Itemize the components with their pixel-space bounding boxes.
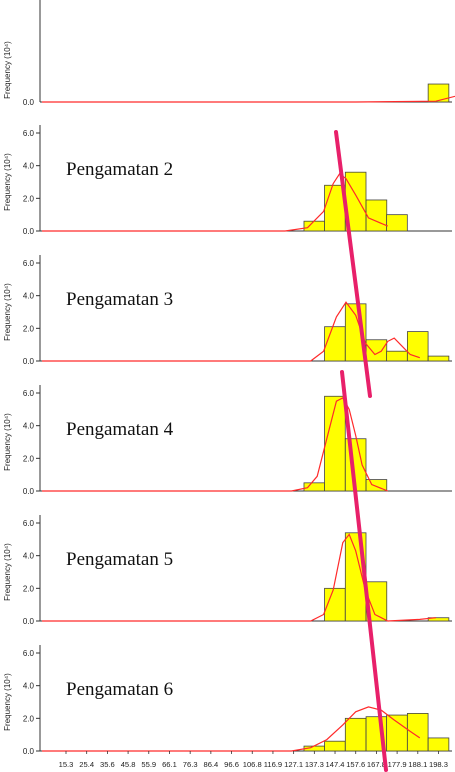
panel-title: Pengamatan 6 xyxy=(66,679,173,700)
bar xyxy=(406,331,429,362)
y-tick-label: 0.0 xyxy=(23,98,35,107)
y-tick-label: 0.0 xyxy=(23,487,35,496)
x-tick-label: 15.3 xyxy=(59,760,74,769)
y-tick-label: 4.0 xyxy=(23,422,35,431)
y-axis-label: Frequency (10⁴) xyxy=(3,153,12,211)
x-tick-label: 76.3 xyxy=(183,760,198,769)
y-tick-label: 4.0 xyxy=(23,682,35,691)
bar xyxy=(324,740,346,752)
y-tick-label: 6.0 xyxy=(23,649,35,658)
trend-line-upper xyxy=(334,130,372,398)
distribution-curve xyxy=(42,95,455,103)
y-tick-label: 0.0 xyxy=(23,357,35,366)
distribution-curve xyxy=(42,172,388,232)
distribution-curve xyxy=(42,533,436,622)
y-tick-label: 6.0 xyxy=(23,129,35,138)
distribution-curve xyxy=(42,706,421,752)
panel-3: 0.0 2.0 4.0 6.0 Frequency (10⁴) Pengamatan 3 xyxy=(3,255,452,366)
bar xyxy=(427,83,450,103)
panel-4: 0.0 2.0 4.0 6.0 Frequency (10⁴) Pengamatan 4 xyxy=(3,385,452,496)
bar xyxy=(427,617,450,622)
y-tick-label: 6.0 xyxy=(23,519,35,528)
y-tick-label: 0.0 xyxy=(23,747,35,756)
y-axis-label: Frequency (10⁴) xyxy=(3,543,12,601)
y-tick-label: 6.0 xyxy=(23,259,35,268)
x-tick-label: 188.1 xyxy=(408,760,427,769)
bar xyxy=(344,717,367,752)
x-tick-label: 35.6 xyxy=(100,760,115,769)
x-tick-label: 127.1 xyxy=(284,760,303,769)
bar xyxy=(324,395,346,492)
x-tick-label: 177.9 xyxy=(388,760,407,769)
x-tick-label: 86.4 xyxy=(203,760,218,769)
bar xyxy=(386,714,408,752)
panel-title: Pengamatan 4 xyxy=(66,419,174,440)
bar xyxy=(427,737,450,752)
trend-line-lower xyxy=(340,370,388,772)
y-axis-label: Frequency (10⁴) xyxy=(3,41,12,99)
x-tick-label: 116.9 xyxy=(264,760,282,769)
bar xyxy=(365,199,388,232)
y-tick-label: 0.0 xyxy=(23,227,35,236)
panel-6: 0.0 2.0 4.0 6.0 Frequency (10⁴) Pengamatan 6 1… xyxy=(3,645,452,769)
bar xyxy=(386,350,408,362)
y-tick-label: 6.0 xyxy=(23,389,35,398)
x-tick-label: 137.3 xyxy=(305,760,324,769)
x-tick-label: 198.3 xyxy=(429,760,448,769)
y-tick-label: 4.0 xyxy=(23,552,35,561)
bar xyxy=(365,339,388,362)
bar xyxy=(427,355,450,362)
x-tick-label: 96.6 xyxy=(224,760,239,769)
x-tick-label: 157.6 xyxy=(346,760,365,769)
x-tick-label: 167.8 xyxy=(367,760,386,769)
panel-1: 0.0 Frequency (10⁴) xyxy=(3,0,455,107)
bar xyxy=(303,220,326,232)
y-tick-label: 2.0 xyxy=(23,194,35,203)
y-axis-label: Frequency (10⁴) xyxy=(3,413,12,471)
y-axis-label: Frequency (10⁴) xyxy=(3,283,12,341)
y-tick-label: 4.0 xyxy=(23,162,35,171)
bar xyxy=(324,326,346,362)
y-tick-label: 2.0 xyxy=(23,584,35,593)
bar xyxy=(365,479,388,492)
y-tick-label: 4.0 xyxy=(23,292,35,301)
panel-title: Pengamatan 2 xyxy=(66,159,173,180)
x-tick-label: 45.8 xyxy=(121,760,136,769)
panel-title: Pengamatan 3 xyxy=(66,289,173,310)
y-tick-label: 2.0 xyxy=(23,454,35,463)
x-tick-label: 66.1 xyxy=(162,760,177,769)
x-tick-label: 147.4 xyxy=(326,760,345,769)
distribution-curve xyxy=(42,301,420,362)
bar xyxy=(386,214,408,232)
y-tick-label: 2.0 xyxy=(23,324,35,333)
y-tick-label: 0.0 xyxy=(23,617,35,626)
x-tick-label: 55.9 xyxy=(141,760,156,769)
panel-5: 0.0 2.0 4.0 6.0 Frequency (10⁴) Pengamatan 5 xyxy=(3,515,452,626)
panel-2: 0.0 2.0 4.0 6.0 Frequency (10⁴) Pengamatan 2 xyxy=(3,125,452,236)
y-tick-label: 2.0 xyxy=(23,714,35,723)
bar xyxy=(303,482,326,492)
x-tick-label: 25.4 xyxy=(79,760,94,769)
distribution-curve xyxy=(42,397,388,492)
panel-title: Pengamatan 5 xyxy=(66,549,173,570)
y-axis-label: Frequency (10⁴) xyxy=(3,673,12,731)
x-tick-label: 106.8 xyxy=(243,760,262,769)
